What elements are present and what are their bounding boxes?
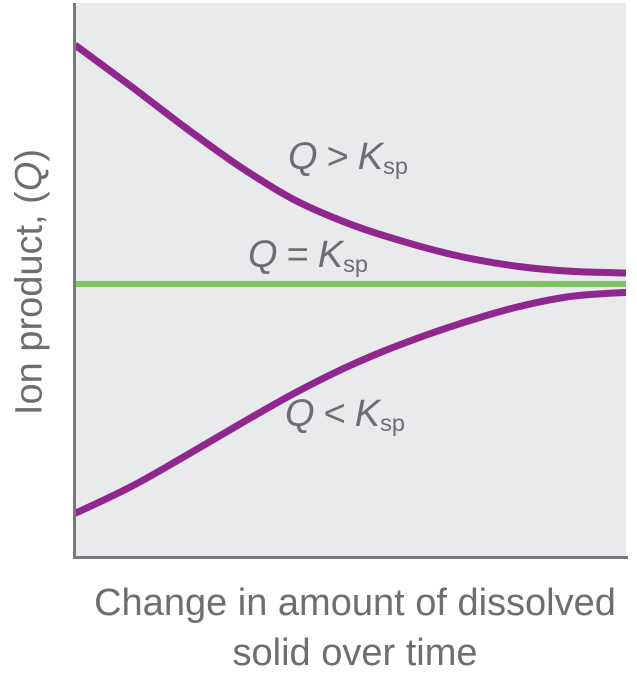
q-symbol: Q bbox=[288, 136, 318, 178]
q-symbol: Q bbox=[285, 393, 315, 435]
q-symbol: Q bbox=[8, 161, 51, 192]
y-axis-label-text: Ion product, ( bbox=[8, 191, 51, 416]
ksp-symbol: K bbox=[354, 393, 381, 435]
ksp-subscript: sp bbox=[383, 153, 408, 180]
y-axis-label: Ion product, (Q) bbox=[9, 149, 52, 415]
x-axis-label: Change in amount of dissolved solid over… bbox=[73, 578, 637, 678]
x-axis-label-line2: solid over time bbox=[232, 632, 478, 674]
equals-operator: = bbox=[286, 234, 309, 276]
y-axis-label-suffix: ) bbox=[8, 148, 51, 162]
x-axis-label-line1: Change in amount of dissolved bbox=[94, 582, 616, 624]
greater-than-operator: > bbox=[326, 136, 349, 178]
curve-q-less-ksp bbox=[73, 288, 627, 517]
ksp-symbol: K bbox=[357, 136, 384, 178]
ksp-symbol: K bbox=[317, 234, 344, 276]
q-symbol: Q bbox=[248, 234, 278, 276]
label-q-less-ksp: Q < Ksp bbox=[285, 393, 405, 437]
curve-q-greater-ksp bbox=[72, 42, 627, 277]
label-q-equals-ksp: Q = Ksp bbox=[248, 234, 368, 278]
less-than-operator: < bbox=[323, 393, 346, 435]
label-q-greater-ksp: Q > Ksp bbox=[288, 136, 408, 180]
ksp-subscript: sp bbox=[343, 251, 368, 278]
ksp-subscript: sp bbox=[380, 410, 405, 437]
